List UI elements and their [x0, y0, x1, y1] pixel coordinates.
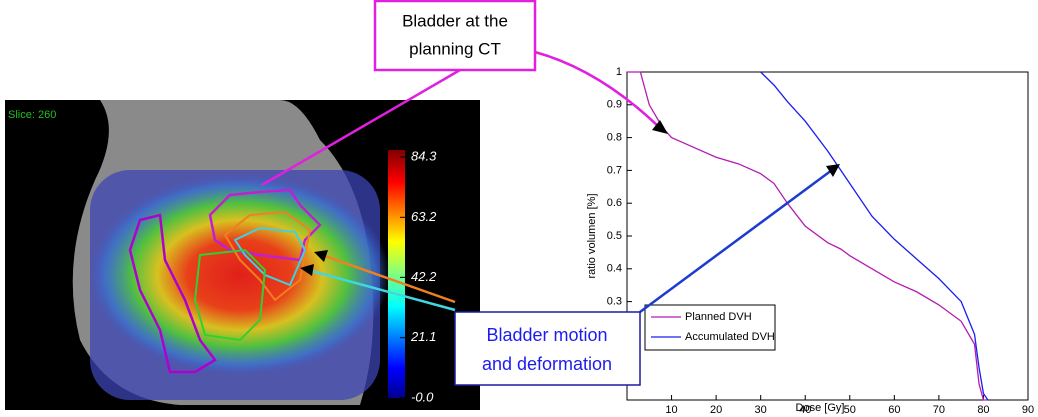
legend-label: Accumulated DVH — [685, 331, 775, 343]
y-tick-label: 0.4 — [607, 263, 622, 275]
annotation-text: Bladder at the — [402, 11, 508, 30]
contour-cyan — [233, 226, 307, 287]
contour-body — [128, 213, 217, 374]
arrowhead — [826, 164, 840, 177]
arrowhead — [314, 250, 328, 262]
y-tick-label: 0.8 — [607, 132, 622, 144]
y-axis-label: ratio volumen [%] — [586, 194, 598, 279]
arrowhead — [652, 120, 668, 134]
colorbar-tick-label: -0.0 — [411, 389, 434, 404]
x-tick-label: 50 — [844, 404, 856, 416]
y-tick-label: 0.6 — [607, 197, 622, 209]
colorbar-tick-label: 21.1 — [410, 329, 436, 344]
arrow-orange — [321, 253, 456, 304]
annotation-text: and deformation — [482, 354, 612, 374]
line — [627, 71, 988, 401]
dose-high — [90, 175, 390, 375]
arrow-planning-ct — [261, 68, 461, 187]
annotation-text: planning CT — [409, 39, 501, 58]
y-tick-label: 0.3 — [607, 296, 622, 308]
x-tick-label: 40 — [799, 404, 811, 416]
x-tick-label: 10 — [665, 404, 677, 416]
y-tick-label: 1 — [616, 66, 622, 78]
y-tick-label: 0.9 — [607, 99, 622, 111]
annotation-text: Bladder motion — [486, 325, 607, 345]
colorbar-tick-label: 84.3 — [411, 148, 437, 163]
y-tick-label: 0.5 — [607, 230, 622, 242]
arrow-motion-dvh — [639, 168, 833, 314]
x-axis-label: Dose [Gy] — [796, 402, 845, 414]
x-tick-label: 60 — [888, 404, 900, 416]
x-tick-label: 30 — [755, 404, 767, 416]
slice-label: Slice: 260 — [8, 109, 56, 121]
legend — [644, 304, 776, 351]
arrowhead — [300, 264, 314, 276]
contour-bladder-ct — [208, 188, 322, 262]
x-tick-label: 20 — [710, 404, 722, 416]
colorbar-tick-label: 63.2 — [411, 209, 437, 224]
x-tick-label: 80 — [977, 404, 989, 416]
colorbar — [388, 150, 405, 398]
x-tick-label: 90 — [1022, 404, 1034, 416]
colorbar-tick-label: 42.2 — [411, 269, 437, 284]
contour-green — [193, 248, 267, 342]
colorbar-ticks: 84.3 63.2 42.2 21.1 -0.0 — [400, 148, 437, 404]
arrow-planning-dvh — [534, 50, 661, 129]
x-tick-label: 70 — [933, 404, 945, 416]
plot-area — [626, 71, 1029, 401]
y-tick-label: 0.7 — [607, 164, 622, 176]
legend-label: Planned DVH — [685, 311, 752, 323]
dvh-chart: 10 20 30 40 50 60 70 80 90 0.3 0.4 0.5 0.6 0.7 0.8 0.9 1… — [607, 66, 1034, 416]
annotation-box — [454, 311, 641, 386]
line — [760, 71, 989, 401]
arrow-cyan — [307, 268, 456, 312]
contour-orange — [223, 210, 312, 302]
annotation-box — [373, 0, 537, 72]
